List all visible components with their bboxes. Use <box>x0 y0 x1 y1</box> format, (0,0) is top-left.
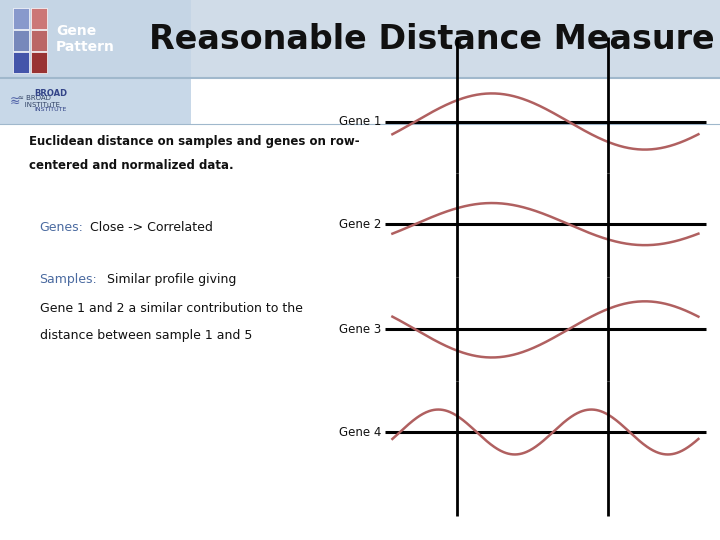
Text: Genes:: Genes: <box>40 221 84 234</box>
Text: ≈ BROAD
   INSTITμTE: ≈ BROAD INSTITμTE <box>18 94 60 108</box>
Text: Gene
Pattern: Gene Pattern <box>56 24 115 54</box>
Text: Gene 1 and 2 a similar contribution to the: Gene 1 and 2 a similar contribution to t… <box>40 302 302 315</box>
FancyBboxPatch shape <box>0 0 191 78</box>
Text: Close -> Correlated: Close -> Correlated <box>86 221 213 234</box>
Text: Similar profile giving: Similar profile giving <box>99 273 236 286</box>
FancyBboxPatch shape <box>0 78 191 124</box>
Text: Euclidean distance on samples and genes on row-: Euclidean distance on samples and genes … <box>29 135 359 148</box>
Text: Gene 4: Gene 4 <box>339 426 382 438</box>
FancyBboxPatch shape <box>13 52 29 73</box>
Text: BROAD: BROAD <box>35 89 68 98</box>
Text: Gene 3: Gene 3 <box>339 323 382 336</box>
Text: INSTITUTE: INSTITUTE <box>35 107 67 112</box>
Text: Gene 2: Gene 2 <box>339 218 382 231</box>
Text: Gene 1: Gene 1 <box>339 115 382 128</box>
Text: centered and normalized data.: centered and normalized data. <box>29 159 233 172</box>
Text: ≋: ≋ <box>9 94 20 108</box>
FancyBboxPatch shape <box>31 52 47 73</box>
FancyBboxPatch shape <box>31 30 47 51</box>
FancyBboxPatch shape <box>31 8 47 29</box>
FancyBboxPatch shape <box>0 0 720 78</box>
FancyBboxPatch shape <box>13 8 29 29</box>
Text: Reasonable Distance Measure: Reasonable Distance Measure <box>149 23 715 56</box>
Text: Samples:: Samples: <box>40 273 97 286</box>
FancyBboxPatch shape <box>13 30 29 51</box>
Text: distance between sample 1 and 5: distance between sample 1 and 5 <box>40 329 252 342</box>
